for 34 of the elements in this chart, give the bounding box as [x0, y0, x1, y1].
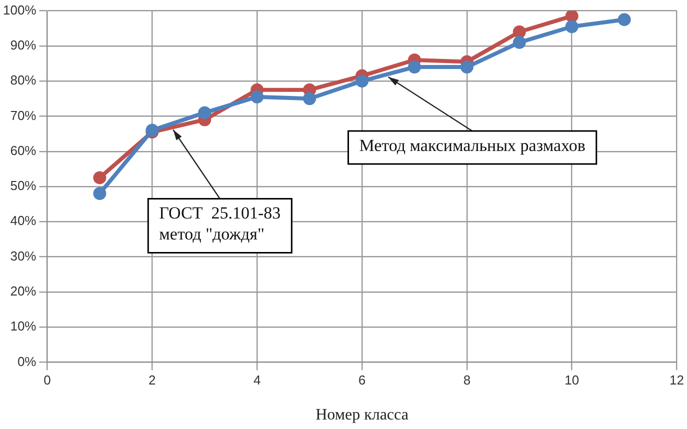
- point: [512, 36, 526, 49]
- annotation: ГОСТ 25.101-83 метод "дождя": [159, 204, 281, 244]
- point: [356, 74, 369, 88]
- point: [93, 187, 106, 200]
- point: [198, 106, 212, 120]
- point: [618, 13, 631, 26]
- y-tick-label: 50%: [10, 178, 37, 194]
- x-tick-label: 8: [463, 372, 471, 388]
- x-tick-label: 0: [44, 372, 51, 388]
- y-tick-label: 20%: [10, 284, 37, 298]
- x-tick-label: 6: [358, 372, 366, 388]
- point: [408, 60, 421, 74]
- y-tick-label: 100%: [3, 2, 37, 18]
- y-tick-label: 0%: [17, 354, 37, 369]
- y-tick-label: 90%: [10, 38, 37, 53]
- x-axis-title: Номер класса: [316, 406, 408, 424]
- y-tick-label: 60%: [10, 142, 37, 158]
- y-tick-label: 10%: [10, 318, 37, 334]
- y-tick-label: 70%: [10, 108, 37, 123]
- y-tick-label: 80%: [10, 72, 37, 88]
- point: [93, 171, 106, 184]
- point: [565, 20, 578, 34]
- point: [565, 10, 578, 23]
- x-tick-label: 12: [670, 372, 684, 388]
- x-tick-label: 4: [253, 372, 261, 388]
- point: [250, 90, 264, 104]
- point: [303, 92, 316, 106]
- x-tick-label: 10: [564, 372, 580, 388]
- y-tick-label: 40%: [10, 213, 37, 228]
- x-tick-label: 2: [148, 372, 156, 388]
- annotation: Метод максимальных размахов: [359, 136, 586, 156]
- point: [460, 60, 474, 74]
- y-tick-label: 30%: [10, 248, 37, 264]
- point: [512, 25, 526, 38]
